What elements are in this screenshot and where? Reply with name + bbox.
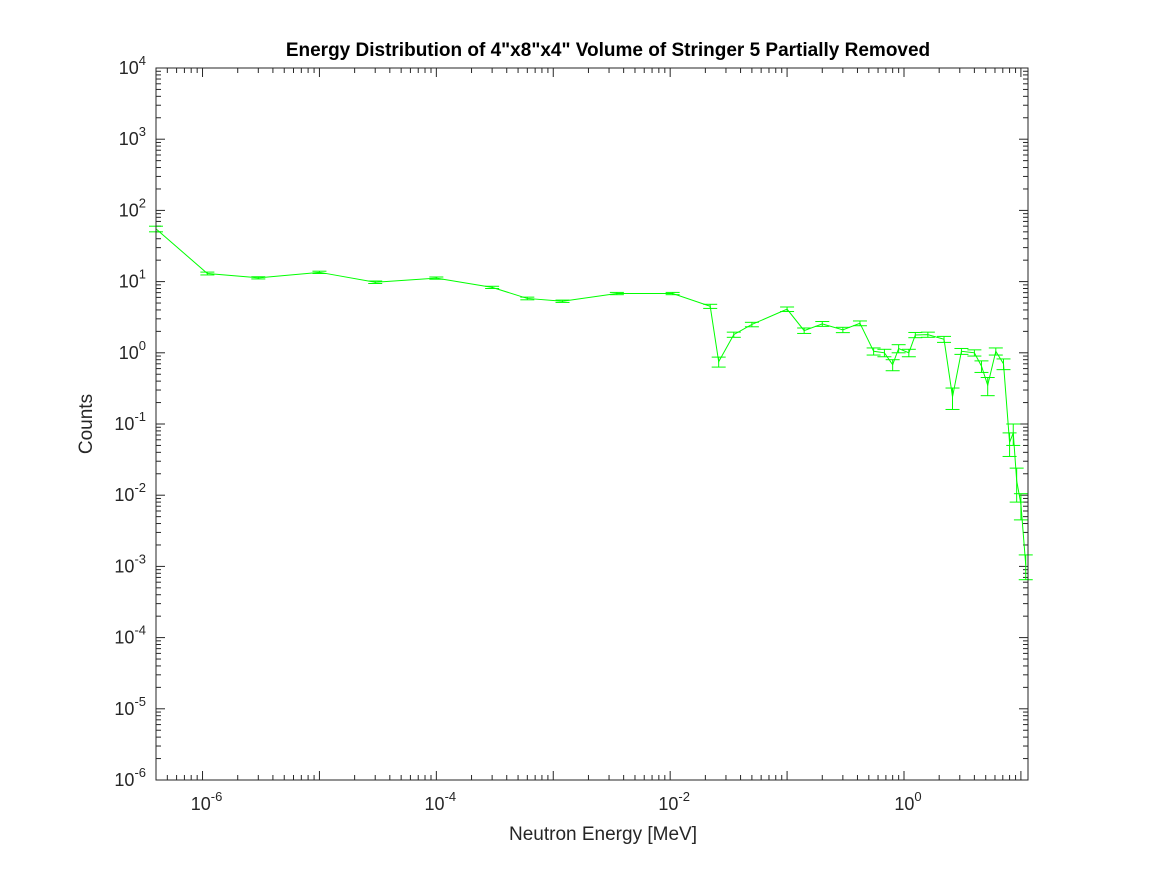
y-tick-label: 10-4 (114, 623, 146, 648)
plot-frame (155, 67, 1029, 781)
data-point (726, 331, 741, 338)
y-tick-label: 102 (119, 195, 146, 220)
y-tick-label: 101 (119, 267, 146, 292)
data-point (1006, 423, 1021, 446)
data-point (555, 299, 570, 303)
data-point (901, 348, 916, 358)
axis-ticks (155, 67, 1028, 781)
y-tick-label: 103 (119, 124, 146, 149)
data-point (1013, 493, 1028, 521)
data-point (980, 376, 995, 397)
data-point (200, 271, 215, 276)
x-tick-label: 100 (894, 789, 921, 814)
y-axis-label: Counts (76, 394, 97, 454)
data-point (988, 347, 1003, 356)
data-point (996, 358, 1011, 371)
data-point (665, 291, 680, 296)
data-point (885, 359, 900, 372)
y-tick-label: 10-2 (114, 480, 146, 505)
data-point (609, 291, 624, 296)
data-point (852, 320, 867, 327)
x-tick-label: 10-6 (191, 789, 223, 814)
data-point (920, 331, 935, 338)
data-point (429, 276, 444, 280)
data-point (815, 321, 830, 327)
y-tick-label: 100 (119, 338, 146, 363)
data-point (1018, 554, 1033, 581)
chart-title: Energy Distribution of 4"x8"x4" Volume o… (286, 40, 930, 61)
data-point (877, 348, 892, 358)
y-tick-label: 104 (119, 53, 146, 78)
x-tick-label: 10-2 (658, 789, 690, 814)
data-point (312, 270, 327, 274)
data-point (866, 347, 881, 356)
data-point (908, 331, 923, 339)
data-point (937, 335, 952, 343)
data-point (967, 349, 982, 357)
series-line (155, 228, 1027, 565)
data-point (974, 360, 989, 373)
data-point (891, 344, 906, 354)
y-tick-label: 10-3 (114, 551, 146, 576)
data-point (797, 327, 812, 334)
data-point (368, 280, 383, 285)
data-point (1002, 432, 1017, 457)
data-point (485, 285, 500, 289)
data-point (780, 306, 795, 313)
data-point (251, 276, 266, 280)
y-tick-label: 10-6 (114, 765, 146, 790)
data-layer (149, 225, 1033, 581)
y-tick-label: 10-5 (114, 694, 146, 719)
y-tick-labels: 10-6 10-5 10-4 10-3 10-2 10-1 100 101 102 103 104 (114, 53, 146, 790)
data-point (711, 356, 726, 368)
data-point (954, 347, 969, 355)
data-point (744, 321, 759, 328)
x-tick-label: 10-4 (425, 789, 457, 814)
data-point (703, 303, 718, 309)
data-point (520, 296, 535, 301)
y-tick-label: 10-1 (114, 409, 146, 434)
x-tick-labels: 10-6 10-4 10-2 100 (191, 789, 922, 814)
plot-area (156, 68, 1028, 780)
data-point (945, 387, 960, 410)
data-point (835, 326, 850, 334)
x-axis-label: Neutron Energy [MeV] (509, 824, 697, 845)
